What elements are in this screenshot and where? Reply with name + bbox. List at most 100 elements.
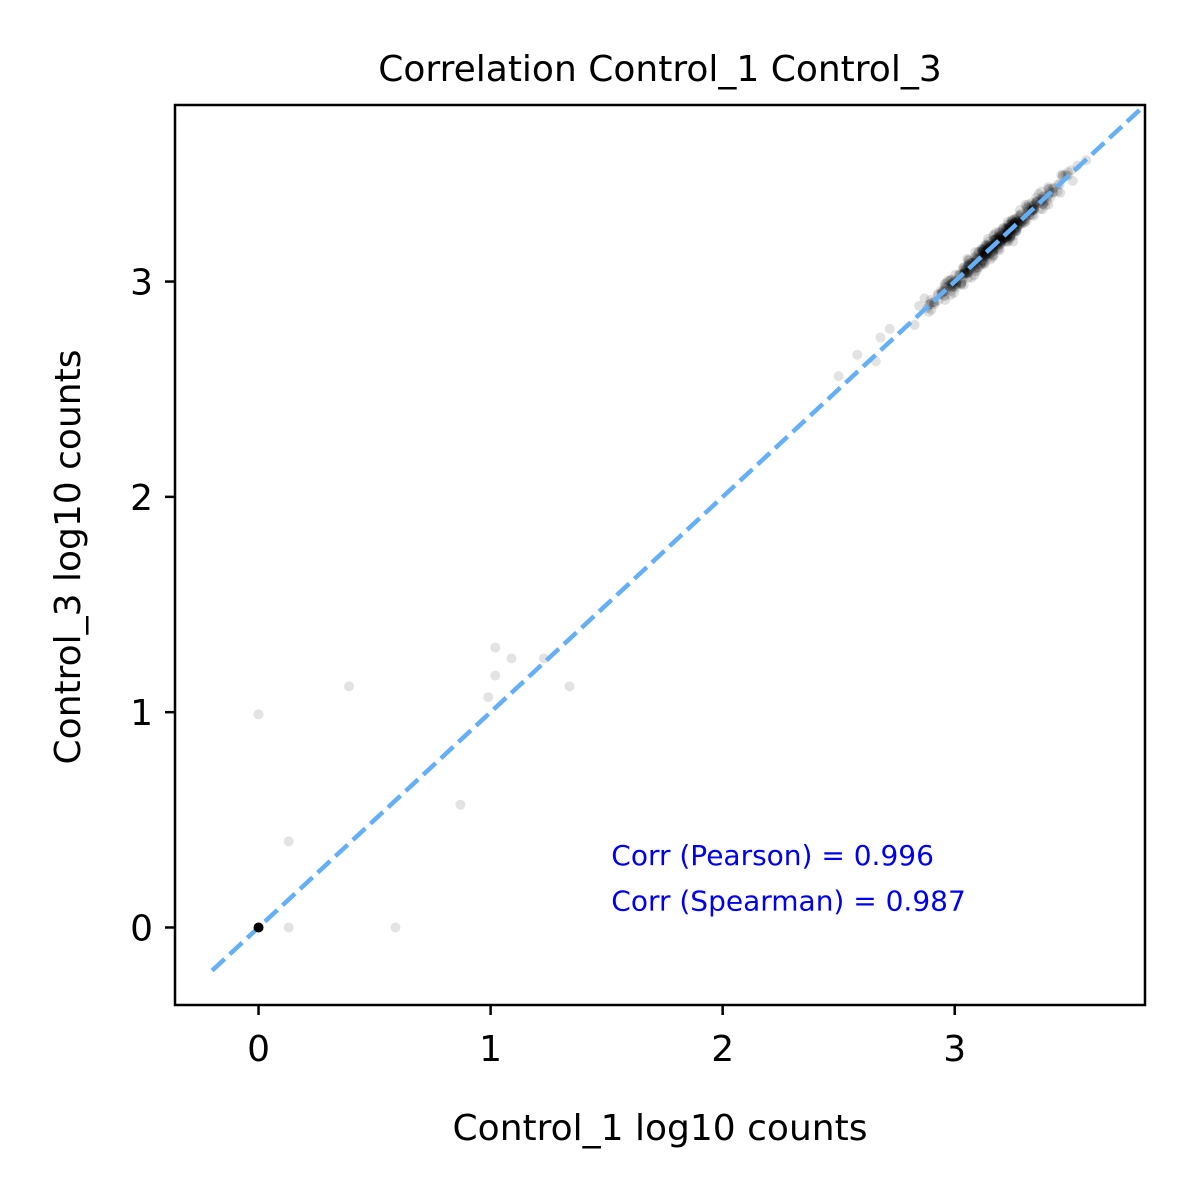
- data-point: [1000, 236, 1011, 247]
- data-point: [1034, 204, 1045, 215]
- x-axis-title: Control_1 log10 counts: [453, 1108, 868, 1149]
- data-point: [962, 268, 973, 279]
- data-point: [976, 246, 987, 257]
- data-point: [996, 237, 1007, 248]
- data-point: [1043, 182, 1054, 193]
- data-point: [978, 258, 989, 269]
- data-point: [1029, 199, 1040, 210]
- y-tick-label: 1: [130, 693, 153, 734]
- data-point: [973, 246, 984, 257]
- data-point: [956, 278, 967, 289]
- data-point: [1014, 205, 1025, 216]
- data-point: [564, 681, 575, 692]
- data-point: [963, 255, 974, 266]
- data-point: [940, 294, 951, 305]
- data-point: [919, 293, 930, 304]
- data-point: [283, 922, 294, 933]
- plot-area: [210, 105, 1145, 973]
- data-point: [979, 252, 990, 262]
- data-point: [1023, 199, 1034, 210]
- data-point: [875, 332, 886, 343]
- data-point: [976, 243, 987, 254]
- data-point: [945, 289, 956, 300]
- data-point: [1043, 199, 1054, 210]
- data-point: [1036, 186, 1047, 197]
- data-point: [1016, 218, 1027, 229]
- data-point: [963, 254, 974, 265]
- data-point: [994, 231, 1005, 242]
- axis-ticks: 0 1 2 3 0 1 2 3: [130, 263, 966, 1070]
- data-point: [1002, 216, 1013, 227]
- data-point: [963, 267, 974, 278]
- data-point: [1020, 199, 1031, 210]
- data-point: [1067, 175, 1078, 186]
- data-point: [997, 223, 1008, 234]
- data-point: [1003, 235, 1014, 246]
- data-point: [1007, 236, 1018, 247]
- data-point: [963, 272, 974, 283]
- y-tick-label: 3: [130, 263, 153, 304]
- data-point: [992, 233, 1003, 244]
- data-point: [490, 670, 501, 681]
- x-tick-label: 3: [943, 1029, 966, 1070]
- data-point: [985, 254, 996, 265]
- data-point: [987, 252, 998, 263]
- data-point: [981, 250, 991, 261]
- data-point: [852, 349, 863, 360]
- data-point: [1052, 186, 1063, 197]
- data-point: [983, 236, 994, 247]
- data-point: [973, 262, 984, 273]
- correlation-annotation: Corr (Pearson) = 0.996: [611, 839, 934, 872]
- data-point: [979, 257, 990, 268]
- data-point: [996, 236, 1007, 247]
- data-point: [1021, 201, 1032, 212]
- data-point: [490, 642, 501, 653]
- y-tick-label: 0: [130, 908, 153, 949]
- data-point: [1004, 233, 1015, 244]
- data-point: [991, 227, 1002, 238]
- data-point: [994, 229, 1005, 240]
- data-point: [982, 252, 993, 263]
- data-point: [1026, 197, 1037, 208]
- identity-line: [210, 105, 1145, 973]
- data-point: [909, 319, 920, 330]
- data-point: [988, 250, 999, 261]
- data-point: [929, 299, 940, 310]
- data-point: [833, 371, 844, 382]
- data-point: [914, 300, 925, 311]
- data-point: [978, 244, 989, 255]
- data-point: [982, 233, 993, 244]
- data-point: [941, 278, 952, 289]
- data-point: [939, 279, 950, 290]
- correlation-annotations: Corr (Pearson) = 0.996 Corr (Spearman) = …: [611, 839, 966, 917]
- data-point: [1011, 213, 1022, 224]
- data-point: [884, 323, 895, 334]
- data-point: [970, 247, 981, 258]
- data-point: [253, 709, 264, 720]
- data-point: [993, 244, 1004, 255]
- data-point: [1007, 215, 1018, 226]
- data-point: [344, 681, 355, 692]
- data-point: [969, 270, 980, 281]
- data-point: [991, 233, 1002, 244]
- data-point: [1008, 230, 1019, 241]
- data-point: [1044, 184, 1055, 195]
- data-point: [455, 799, 466, 810]
- data-point: [948, 287, 959, 298]
- data-point: [966, 272, 977, 283]
- data-point: [970, 265, 981, 276]
- data-point: [1033, 188, 1044, 199]
- data-point: [994, 226, 1005, 237]
- data-point: [996, 237, 1007, 248]
- data-point: [958, 279, 969, 290]
- chart-title: Correlation Control_1 Control_3: [378, 49, 941, 90]
- data-point: [483, 692, 494, 703]
- data-point: [1031, 192, 1042, 203]
- data-point: [390, 922, 401, 933]
- data-point: [958, 264, 969, 275]
- data-point: [939, 281, 950, 292]
- plot-frame: [173, 103, 1147, 1007]
- data-point: [1037, 204, 1048, 215]
- data-point: [988, 231, 999, 242]
